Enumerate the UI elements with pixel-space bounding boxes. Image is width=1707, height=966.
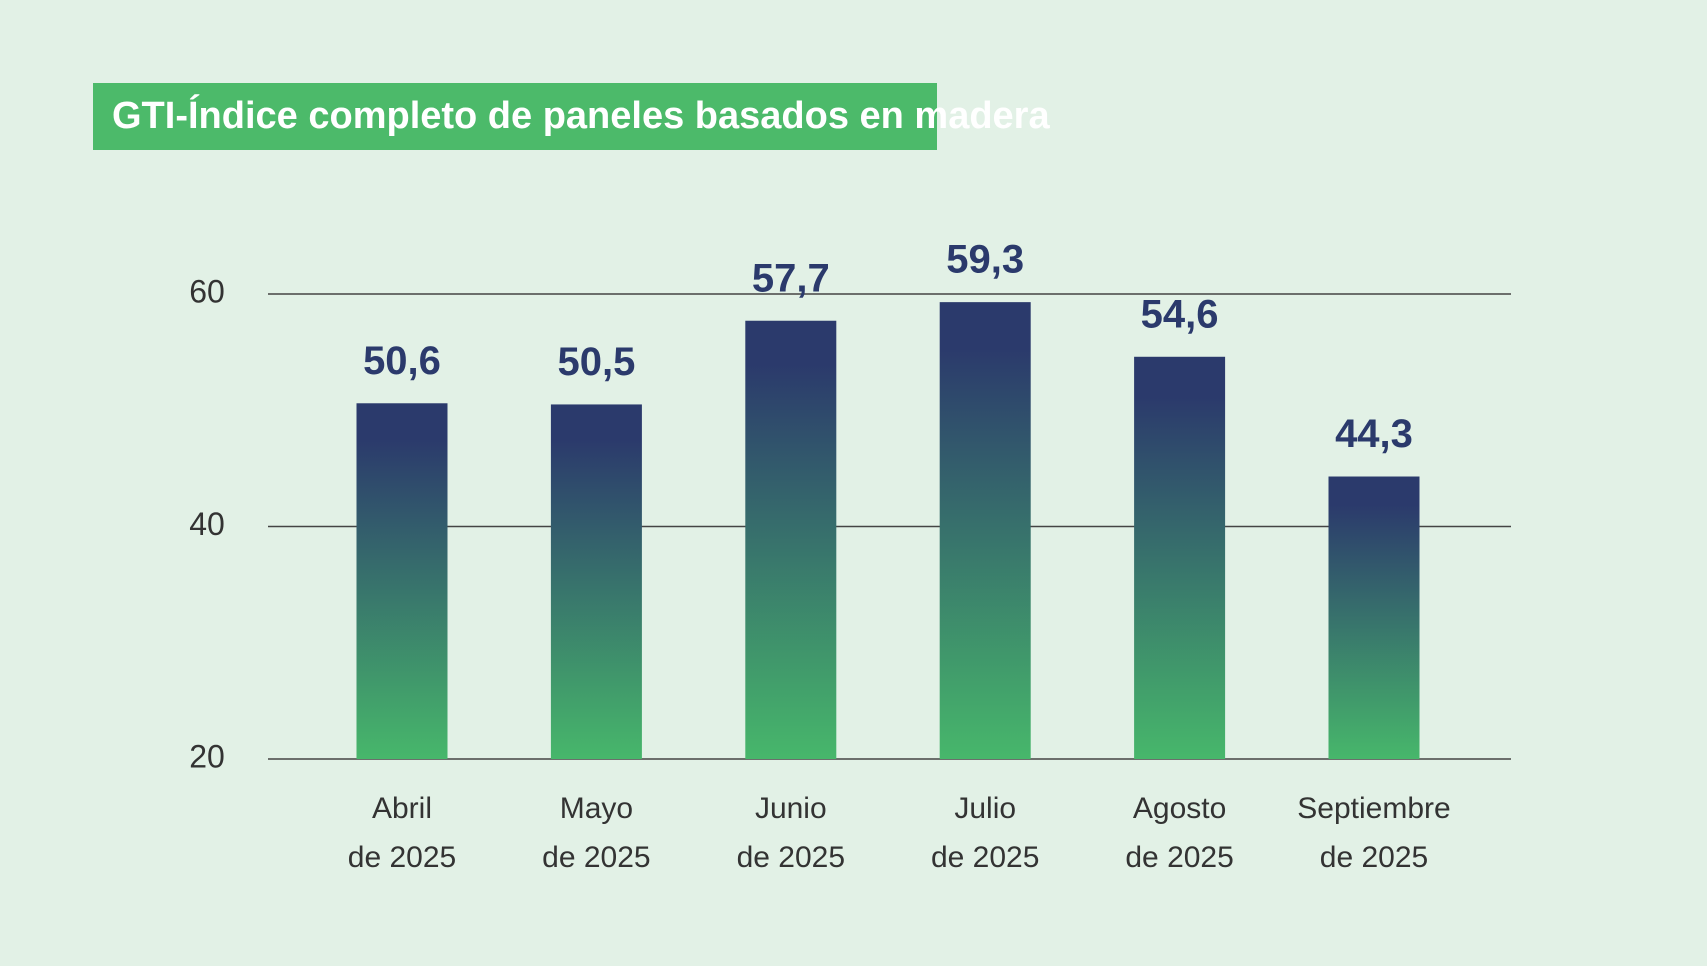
x-tick-line: Agosto: [1133, 792, 1226, 825]
x-tick-line: de 2025: [737, 841, 845, 874]
value-label: 44,3: [1335, 412, 1413, 456]
x-tick-label: Agosto de 2025: [1125, 792, 1233, 874]
chart-title: GTI-Índice completo de paneles basados e…: [112, 93, 1050, 137]
value-label: 54,6: [1141, 292, 1219, 336]
x-tick-line: Julio: [954, 792, 1016, 825]
x-tick-line: de 2025: [1320, 841, 1428, 874]
x-tick-line: de 2025: [931, 841, 1039, 874]
value-label: 59,3: [946, 238, 1024, 282]
x-tick-label: Mayo de 2025: [542, 792, 650, 874]
title-box: [93, 83, 937, 150]
bar: [1328, 476, 1420, 759]
x-tick-label: Abril de 2025: [348, 792, 456, 874]
x-tick-line: Abril: [372, 792, 432, 825]
value-label: 50,6: [363, 339, 441, 383]
bar: [1134, 356, 1226, 759]
bar: [939, 302, 1031, 759]
y-tick-label: 40: [189, 506, 225, 542]
bar: [356, 403, 448, 759]
x-tick-label: Septiembre de 2025: [1297, 792, 1450, 874]
x-tick-line: Septiembre: [1297, 792, 1450, 825]
x-tick-label: Julio de 2025: [931, 792, 1039, 874]
bar: [550, 404, 642, 759]
bar: [745, 320, 837, 759]
value-label: 57,7: [752, 256, 830, 300]
x-tick-line: Junio: [755, 792, 827, 825]
y-tick-label: 20: [189, 738, 225, 774]
x-tick-line: de 2025: [542, 841, 650, 874]
x-tick-line: de 2025: [348, 841, 456, 874]
x-tick-line: de 2025: [1125, 841, 1233, 874]
value-label: 50,5: [557, 340, 635, 384]
x-tick-label: Junio de 2025: [737, 792, 845, 874]
x-tick-line: Mayo: [560, 792, 633, 825]
y-tick-label: 60: [189, 273, 225, 309]
